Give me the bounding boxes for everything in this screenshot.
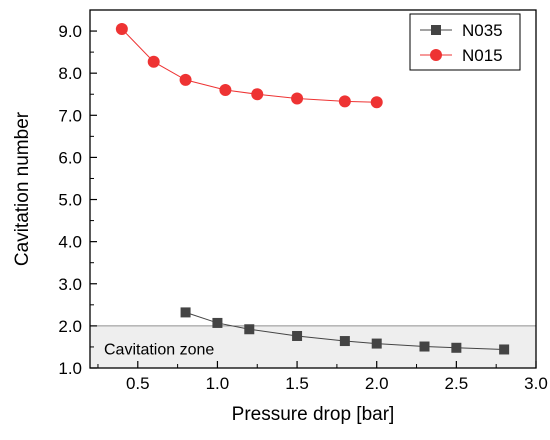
x-tick-label: 2.5 (445, 374, 469, 393)
x-tick-label: 3.0 (524, 374, 548, 393)
legend-box (409, 13, 521, 71)
data-point (219, 84, 232, 97)
data-point (212, 317, 223, 328)
legend-label: N015 (462, 46, 503, 65)
y-tick-label: 3.0 (58, 275, 82, 294)
data-point (419, 341, 430, 352)
y-tick-label: 6.0 (58, 148, 82, 167)
data-point (370, 96, 383, 109)
data-point (251, 88, 264, 101)
y-tick-label: 4.0 (58, 233, 82, 252)
series-layer (115, 22, 510, 355)
y-tick-label: 8.0 (58, 64, 82, 83)
x-tick-label: 1.0 (206, 374, 230, 393)
data-point (371, 338, 382, 349)
data-point (499, 344, 510, 355)
data-point (147, 55, 160, 68)
data-point (115, 22, 128, 35)
series-n035 (180, 307, 510, 355)
y-tick-label: 2.0 (58, 317, 82, 336)
y-tick-label: 5.0 (58, 191, 82, 210)
legend-item-n035: N035 (420, 21, 503, 40)
data-point (244, 324, 255, 335)
plot-frame (89, 9, 537, 369)
x-tick-label: 0.5 (126, 374, 150, 393)
data-point (180, 307, 191, 318)
plot-axes: 0.5 1.0 1.5 2.0 2.5 3.0 1.0 2.0 3.0 4.0 5.0 6.0 7.0 8… (58, 9, 548, 393)
data-point (179, 73, 192, 86)
legend-marker (430, 49, 442, 61)
data-point (451, 342, 462, 353)
legend: N035 N015 (409, 13, 521, 71)
y-tick-label: 7.0 (58, 106, 82, 125)
data-point (338, 95, 351, 108)
legend-label: N035 (462, 21, 503, 40)
y-axis-title: Cavitation number (12, 111, 33, 266)
data-point (291, 92, 304, 105)
cavitation-zone-label: Cavitation zone (104, 342, 214, 359)
y-tick-label: 9.0 (58, 22, 82, 41)
x-axis-title: Pressure drop [bar] (232, 404, 395, 425)
series-line (121, 28, 377, 103)
cavitation-zone-band (89, 325, 537, 369)
data-point (339, 336, 350, 347)
cavitation-zone-region: Cavitation zone (89, 325, 537, 369)
legend-item-n015: N015 (420, 46, 503, 65)
series-n015 (115, 22, 383, 109)
x-tick-label: 1.5 (285, 374, 309, 393)
x-tick-label: 2.0 (365, 374, 389, 393)
data-point (292, 330, 303, 341)
legend-marker (431, 25, 441, 35)
y-tick-label: 1.0 (58, 359, 82, 378)
